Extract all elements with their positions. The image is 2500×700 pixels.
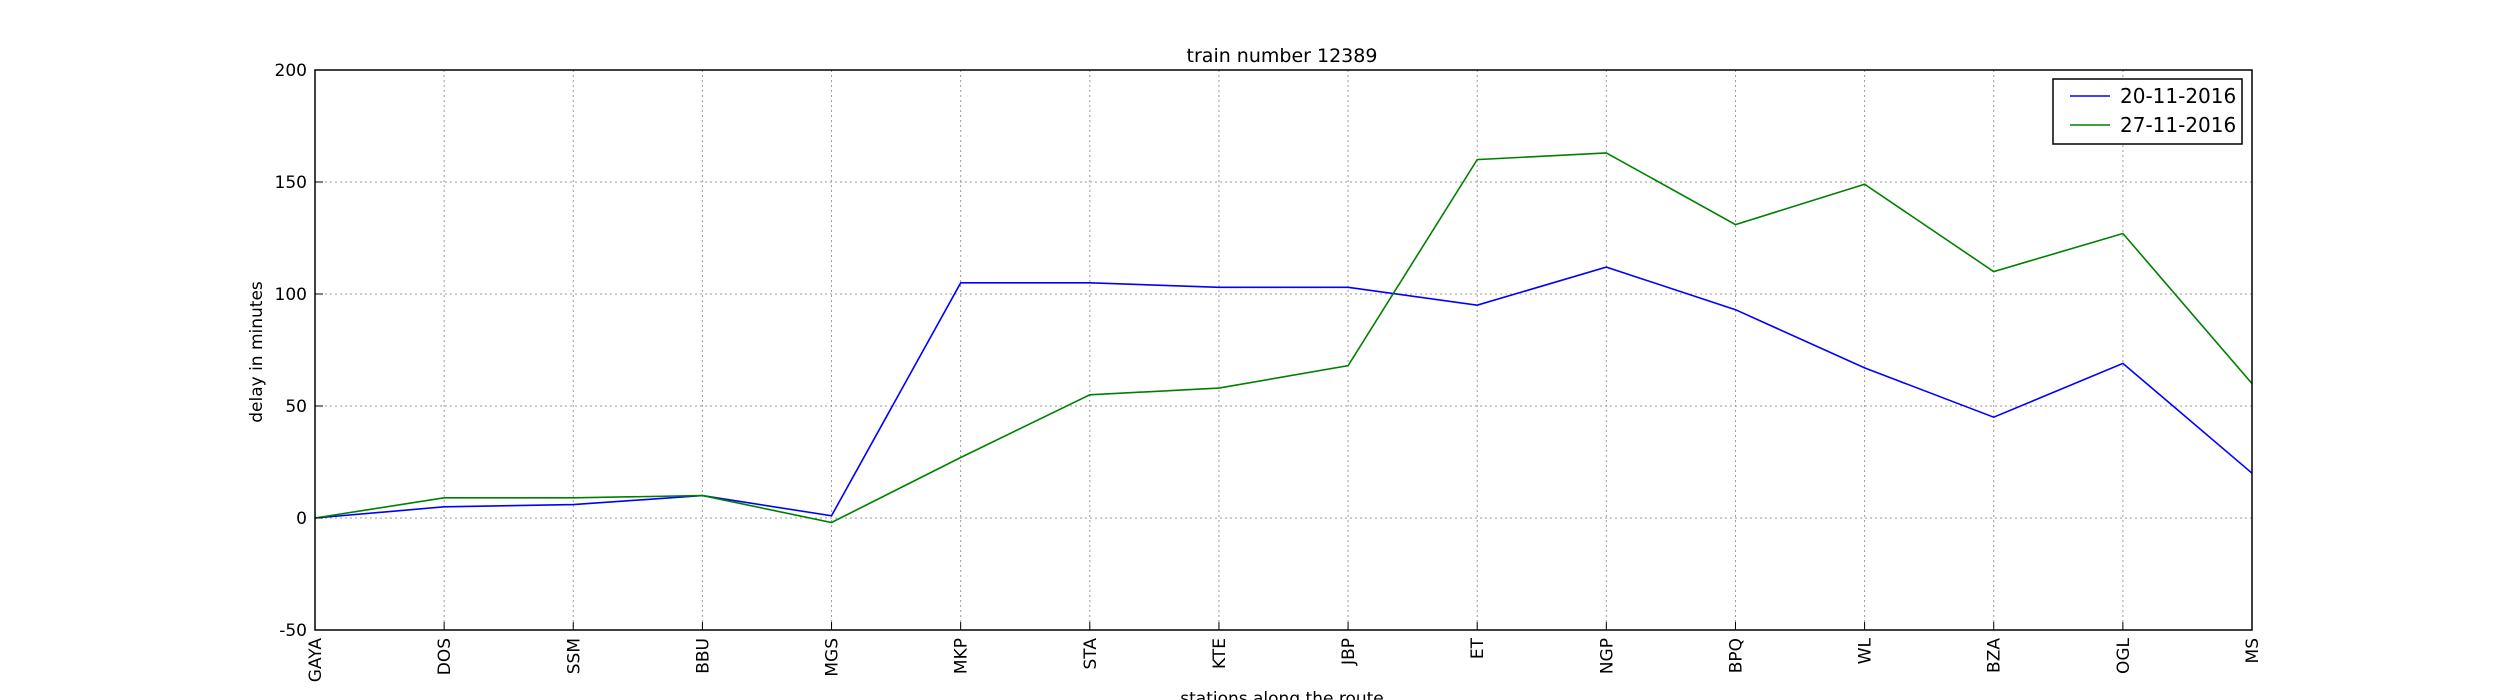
x-tick-label-jbp: JBP <box>1339 638 1359 666</box>
series-lines <box>314 152 2253 524</box>
x-tick-label-wl: WL <box>1856 637 1876 664</box>
x-tick-label-ms: MS <box>2243 638 2263 663</box>
x-tick-label-bbu: BBU <box>693 638 713 674</box>
y-tick-label-50: 50 <box>285 397 307 417</box>
x-tick-label-gaya: GAYA <box>306 638 326 683</box>
x-tick-label-ngp: NGP <box>1597 638 1617 674</box>
legend-label-27-11-2016: 27-11-2016 <box>2120 113 2236 137</box>
x-tick-label-bza: BZA <box>1985 638 2005 673</box>
x-tick-labels: GAYA DOS SSM BBU MGS MKP STA KTE JBP ET NGP BPQ WL BZ… <box>306 622 2263 682</box>
x-tick-label-ssm: SSM <box>564 638 584 674</box>
chart-title: train number 12389 <box>1187 45 1378 67</box>
grid-lines <box>315 70 2252 630</box>
y-tick-label-200: 200 <box>275 61 307 81</box>
y-tick-label-100: 100 <box>275 285 307 305</box>
legend-box <box>2052 78 2243 145</box>
x-tick-label-bpq: BPQ <box>1726 638 1746 673</box>
series-line-27-11-2016 <box>314 152 2253 524</box>
x-tick-label-sta: STA <box>1081 638 1101 670</box>
series-line-20-11-2016 <box>314 266 2253 519</box>
plot-frame <box>314 69 2253 631</box>
legend: 20-11-2016 27-11-2016 <box>2052 78 2243 145</box>
x-tick-label-dos: DOS <box>435 638 455 675</box>
legend-label-20-11-2016: 20-11-2016 <box>2120 84 2236 108</box>
y-tick-label--50: -50 <box>279 621 307 641</box>
y-tick-label-0: 0 <box>296 509 307 529</box>
x-tick-label-mkp: MKP <box>952 638 972 674</box>
x-tick-label-mgs: MGS <box>823 638 843 677</box>
y-tick-label-150: 150 <box>275 173 307 193</box>
y-tick-labels: -50 0 50 100 150 200 <box>275 61 323 641</box>
y-axis-label: delay in minutes <box>247 281 267 423</box>
x-tick-label-ogl: OGL <box>2114 637 2134 674</box>
x-tick-label-kte: KTE <box>1210 638 1230 669</box>
x-axis-label: stations along the route <box>1180 689 1384 700</box>
x-tick-label-et: ET <box>1468 637 1488 659</box>
